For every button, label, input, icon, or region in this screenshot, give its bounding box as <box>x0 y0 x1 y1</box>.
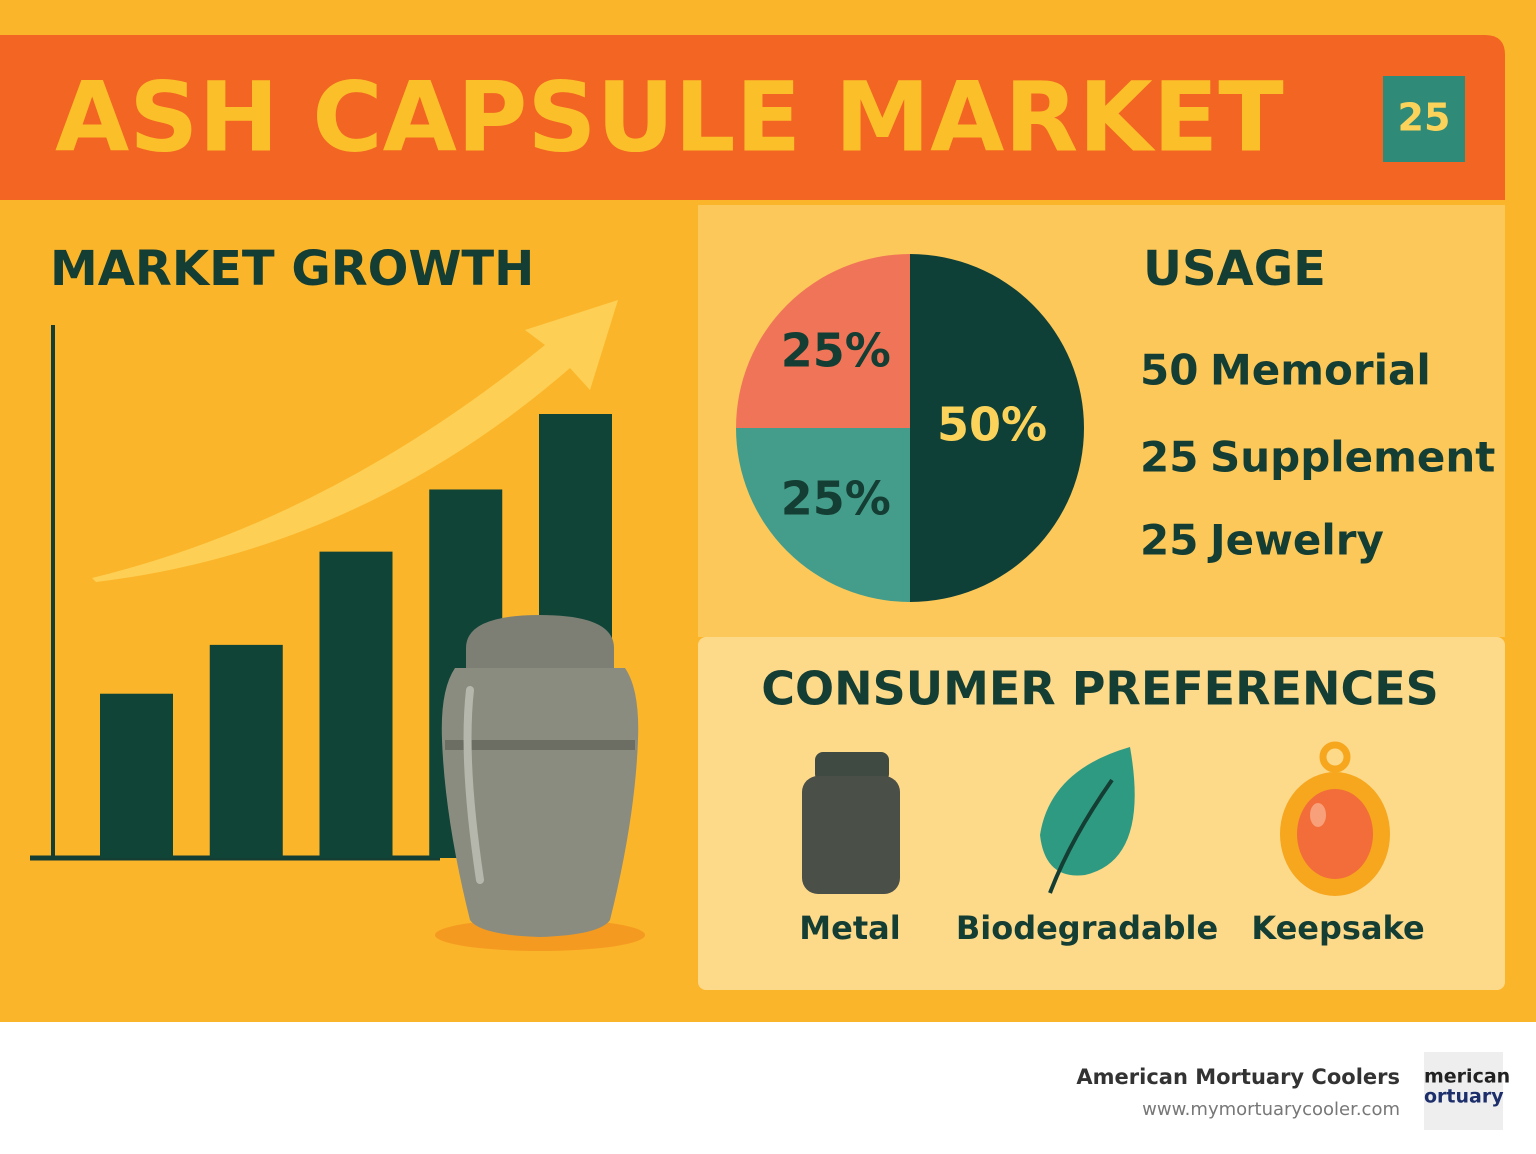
leaf-icon <box>1040 747 1135 894</box>
preference-labels: Metal Biodegradable Keepsake <box>799 909 1424 947</box>
pie-label: 25% <box>781 472 891 526</box>
bar <box>319 551 393 858</box>
legend-value: 25 <box>1140 516 1198 565</box>
legend-label: Jewelry <box>1207 516 1384 565</box>
logo-line: ortuary <box>1424 1086 1504 1108</box>
pie-slice <box>736 254 910 428</box>
chart-title: MARKET GROWTH <box>50 241 534 297</box>
company-url: www.mymortuarycooler.com <box>1142 1099 1400 1120</box>
header-band <box>0 35 1505 200</box>
pie-slice <box>910 254 1084 602</box>
legend-label: Memorial <box>1210 346 1431 395</box>
legend-label: Supplement <box>1210 433 1495 482</box>
preference-label: Metal <box>799 909 900 947</box>
preference-label: Keepsake <box>1251 909 1424 947</box>
usage-title: USAGE <box>1143 241 1326 297</box>
footer-bg <box>0 1022 1536 1154</box>
metal-icon <box>802 752 900 894</box>
bar <box>100 693 173 858</box>
bar <box>209 644 283 858</box>
logo-box <box>1424 1052 1503 1130</box>
badge <box>1383 76 1465 162</box>
legend-value: 25 <box>1140 433 1198 482</box>
pie: 50% 25% 25% <box>736 254 1084 602</box>
pie-label: 50% <box>937 398 1047 452</box>
company-name: American Mortuary Coolers <box>1076 1065 1400 1089</box>
keepsake-icon <box>1280 741 1390 896</box>
preferences-title: CONSUMER PREFERENCES <box>761 662 1439 716</box>
growth-arrow <box>92 300 618 582</box>
main-title: ASH CAPSULE MARKET <box>55 61 1284 173</box>
logo-line: merican <box>1424 1066 1510 1088</box>
preference-label: Biodegradable <box>956 909 1218 947</box>
pie-label: 25% <box>781 323 891 377</box>
pie-slice <box>736 428 910 602</box>
urn <box>435 615 645 951</box>
badge-text: 25 <box>1398 96 1451 140</box>
legend-value: 50 <box>1140 346 1198 395</box>
